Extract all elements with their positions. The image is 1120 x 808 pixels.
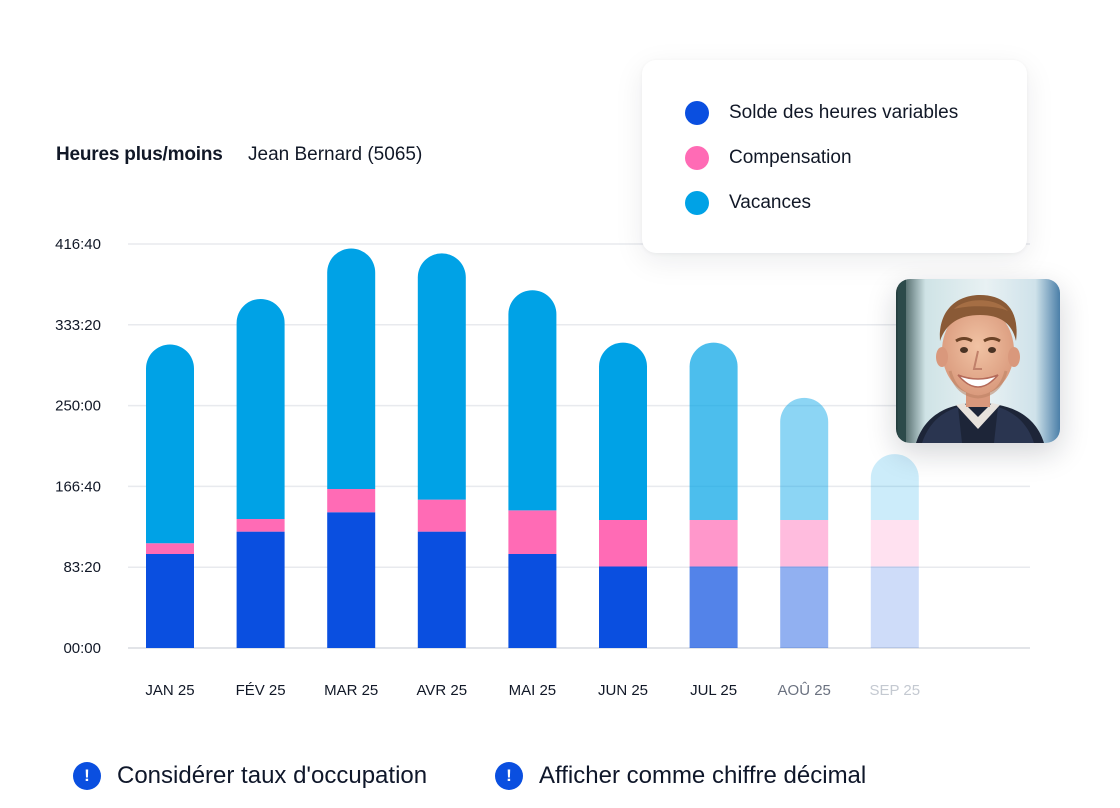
y-tick-label: 333:20 — [55, 317, 101, 334]
bar-segment-solde-des-heures-variables-5[interactable] — [599, 566, 647, 648]
chart-bars — [146, 248, 919, 648]
legend-dot-icon — [685, 101, 709, 125]
legend-card: Solde des heures variables Compensation … — [642, 60, 1027, 253]
bar-segment-solde-des-heures-variables-4[interactable] — [508, 553, 557, 648]
bar-segment-vacances-5[interactable] — [599, 342, 647, 521]
employee-name: Jean Bernard (5065) — [248, 144, 423, 165]
bar-segment-compensation-8[interactable] — [870, 520, 919, 567]
legend-label: Vacances — [729, 192, 812, 213]
bar-segment-solde-des-heures-variables-2[interactable] — [327, 512, 376, 648]
x-tick-label: FÉV 25 — [236, 682, 286, 699]
option-label: Afficher comme chiffre décimal — [539, 762, 867, 789]
bar-segment-compensation-6[interactable] — [689, 520, 738, 567]
legend-dot-icon — [685, 191, 709, 215]
x-tick-label: JAN 25 — [145, 682, 194, 699]
legend-label: Compensation — [729, 147, 852, 168]
bar-segment-solde-des-heures-variables-0[interactable] — [146, 553, 194, 648]
exclamation-icon: ! — [495, 762, 523, 790]
x-tick-label: JUN 25 — [598, 682, 648, 699]
x-tick-label: JUL 25 — [690, 682, 737, 699]
bar-segment-solde-des-heures-variables-8[interactable] — [870, 566, 919, 648]
bar-segment-compensation-1[interactable] — [236, 519, 285, 532]
x-tick-label: SEP 25 — [869, 682, 920, 699]
y-tick-label: 83:20 — [63, 559, 101, 576]
bar-segment-vacances-4[interactable] — [508, 290, 557, 511]
bar-segment-compensation-3[interactable] — [417, 499, 466, 532]
bar-segment-vacances-6[interactable] — [689, 342, 738, 521]
bar-segment-vacances-0[interactable] — [146, 344, 194, 544]
bar-segment-compensation-2[interactable] — [327, 488, 376, 513]
y-tick-label: 416:40 — [55, 236, 101, 253]
legend-item-compensation[interactable]: Compensation — [685, 146, 852, 170]
chart-labels: 00:00 83:20 166:40 250:00 333:20 416:40 JAN 25… — [55, 236, 920, 699]
x-tick-label: AVR 25 — [417, 682, 468, 699]
bar-segment-solde-des-heures-variables-3[interactable] — [417, 531, 466, 648]
x-tick-label: AOÛ 25 — [778, 682, 831, 699]
bar-segment-solde-des-heures-variables-6[interactable] — [689, 566, 738, 648]
bar-segment-vacances-1[interactable] — [236, 298, 285, 520]
bar-segment-solde-des-heures-variables-1[interactable] — [236, 531, 285, 648]
option-taux-occupation[interactable]: ! Considérer taux d'occupation — [73, 762, 427, 790]
chart-title: Heures plus/moins — [56, 144, 223, 165]
legend-item-vacances[interactable]: Vacances — [685, 191, 811, 215]
x-tick-label: MAR 25 — [324, 682, 378, 699]
legend-dot-icon — [685, 146, 709, 170]
bar-segment-compensation-4[interactable] — [508, 510, 557, 554]
bar-segment-vacances-2[interactable] — [327, 248, 376, 489]
chart-options: ! Considérer taux d'occupation ! Affiche… — [0, 762, 1120, 796]
y-tick-label: 00:00 — [63, 640, 101, 657]
y-tick-label: 250:00 — [55, 398, 101, 415]
legend-item-solde[interactable]: Solde des heures variables — [685, 101, 958, 125]
x-tick-label: MAI 25 — [509, 682, 557, 699]
bar-segment-compensation-5[interactable] — [599, 520, 647, 567]
option-chiffre-decimal[interactable]: ! Afficher comme chiffre décimal — [495, 762, 866, 790]
bar-segment-compensation-7[interactable] — [780, 520, 829, 567]
option-label: Considérer taux d'occupation — [117, 762, 428, 789]
bar-segment-vacances-3[interactable] — [417, 253, 466, 500]
bar-segment-compensation-0[interactable] — [146, 543, 194, 554]
bar-segment-vacances-8[interactable] — [870, 454, 919, 521]
bar-segment-vacances-7[interactable] — [780, 397, 829, 521]
bar-segment-solde-des-heures-variables-7[interactable] — [780, 566, 829, 648]
exclamation-icon: ! — [73, 762, 101, 790]
avatar-photo-icon — [896, 279, 1060, 443]
y-tick-label: 166:40 — [55, 478, 101, 495]
employee-photo — [896, 279, 1060, 443]
legend-label: Solde des heures variables — [729, 102, 959, 123]
